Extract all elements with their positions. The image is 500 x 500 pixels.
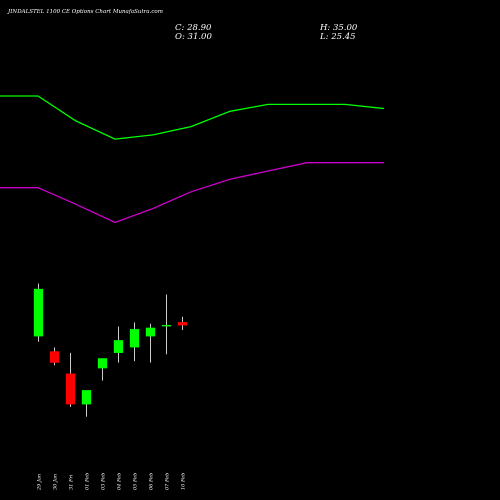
low-value: L: 25.45: [319, 32, 356, 42]
candle-body: [177, 322, 188, 326]
close-value: C: 28.90: [175, 23, 212, 33]
x-tick-label: 30 Jan: [53, 474, 59, 490]
candle-body: [145, 327, 156, 337]
x-tick-label: 04 Feb: [117, 473, 123, 490]
candle-body: [129, 329, 140, 348]
x-tick-label: 29 Jan: [37, 474, 43, 491]
chart-title: JINDALSTEL 1100 CE Options Chart MunafaS…: [7, 9, 163, 15]
x-tick-label: 01 Feb: [85, 473, 91, 490]
open-value: O: 31.00: [175, 32, 212, 42]
x-tick-label: 07 Feb: [165, 473, 171, 490]
x-tick-label: 05 Feb: [133, 473, 139, 490]
candle-body: [97, 358, 108, 369]
band-lines: [0, 95, 385, 224]
x-tick-label: 03 Feb: [101, 473, 107, 490]
candles: [33, 283, 188, 417]
x-axis-ticks: 29 Jan 30 Jan 31 Fri 01 Feb 03 Feb 04 Feb 05 F…: [37, 473, 187, 491]
upper-band-line: [0, 95, 385, 140]
x-tick-label: 31 Fri: [69, 474, 75, 490]
candle-body: [161, 324, 172, 327]
candle-body: [81, 390, 92, 405]
candle-body: [113, 340, 124, 354]
candle-body: [49, 351, 60, 363]
candle-body: [65, 373, 76, 405]
lower-band-line: [0, 162, 384, 224]
x-tick-label: 10 Feb: [181, 473, 187, 490]
high-value: H: 35.00: [319, 23, 358, 33]
candle-body: [33, 288, 44, 337]
x-tick-label: 06 Feb: [149, 473, 155, 490]
